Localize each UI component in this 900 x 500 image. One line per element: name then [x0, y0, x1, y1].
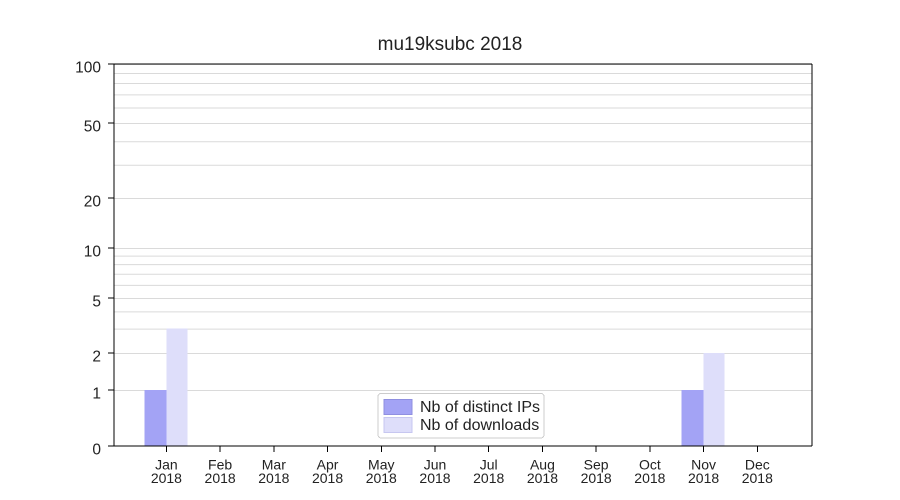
- svg-text:100: 100: [75, 60, 101, 77]
- svg-text:5: 5: [92, 294, 101, 311]
- svg-text:50: 50: [84, 119, 102, 136]
- svg-text:2018: 2018: [151, 470, 182, 486]
- svg-text:2018: 2018: [258, 470, 289, 486]
- svg-text:2: 2: [92, 349, 101, 366]
- svg-text:10: 10: [84, 244, 102, 261]
- svg-text:20: 20: [84, 194, 102, 211]
- svg-text:2018: 2018: [527, 470, 558, 486]
- svg-text:2018: 2018: [419, 470, 450, 486]
- svg-text:Nb of distinct IPs: Nb of distinct IPs: [420, 399, 540, 416]
- svg-text:2018: 2018: [473, 470, 504, 486]
- svg-text:1: 1: [92, 386, 101, 403]
- svg-text:2018: 2018: [366, 470, 397, 486]
- svg-text:2018: 2018: [205, 470, 236, 486]
- svg-text:2018: 2018: [634, 470, 665, 486]
- svg-text:0: 0: [92, 442, 101, 459]
- svg-text:Nb of downloads: Nb of downloads: [420, 417, 539, 434]
- svg-text:2018: 2018: [688, 470, 719, 486]
- svg-text:2018: 2018: [742, 470, 773, 486]
- svg-text:2018: 2018: [312, 470, 343, 486]
- svg-text:2018: 2018: [581, 470, 612, 486]
